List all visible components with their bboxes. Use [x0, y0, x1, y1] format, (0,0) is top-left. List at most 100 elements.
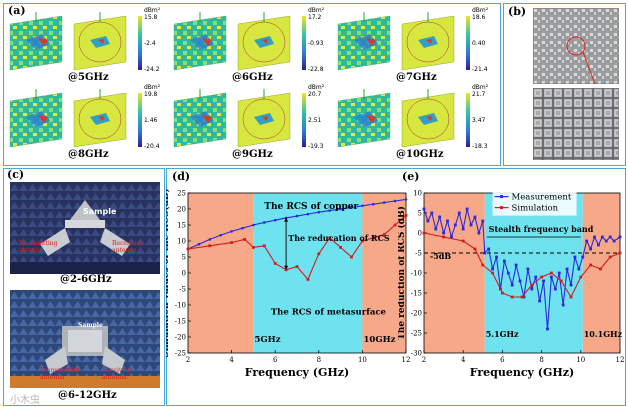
metasurface-photo-zoom [533, 88, 619, 160]
y-tick-label: 5 [418, 210, 422, 218]
colorbar-max: 19.8 [144, 91, 158, 98]
data-point [208, 244, 212, 248]
colorbar [466, 16, 470, 70]
data-point [520, 295, 524, 299]
colorbar-max: 21.7 [472, 91, 486, 98]
data-point [553, 287, 557, 291]
data-point [593, 235, 596, 239]
plot-frame [187, 192, 407, 354]
scatter-lobe [90, 113, 110, 125]
rcs-map-4 [9, 89, 142, 148]
rcs-map-6 [337, 89, 470, 148]
frequency-caption: @6GHz [232, 72, 273, 83]
data-point [328, 209, 331, 212]
data-point [506, 271, 510, 275]
colorbar [466, 93, 470, 147]
arrow-head-up [284, 217, 289, 222]
frequency-caption: @5GHz [68, 72, 109, 83]
annotation-10-1ghz: 10.1GHz [584, 329, 623, 339]
scatter-peak [366, 38, 376, 46]
data-point [219, 233, 222, 237]
data-point [453, 223, 457, 227]
data-point [350, 206, 353, 209]
panel-de-frame [166, 168, 626, 406]
annotation-5ghz: 5GHz [254, 335, 280, 345]
scatter-lobe [418, 113, 438, 125]
colorbar-max: 20.7 [308, 91, 322, 98]
data-point [561, 303, 565, 307]
scatter-peak [426, 116, 432, 121]
panel-b-label: (b) [508, 5, 527, 18]
y-tick-label: 0 [182, 270, 186, 278]
scatter-peak [202, 115, 212, 123]
data-point [263, 221, 266, 224]
x-tick-label: 10 [358, 356, 367, 364]
data-point [502, 259, 506, 263]
legend-measurement: Measurement [512, 193, 572, 203]
colorbar-unit: dBm² [308, 84, 325, 91]
frequency-caption: @9GHz [232, 149, 273, 160]
y-tick-label: -15 [411, 290, 422, 298]
data-point [550, 271, 553, 275]
legend-simulation: Simulation [512, 204, 559, 214]
data-point [522, 295, 526, 299]
y-tick-label: 10 [413, 190, 422, 198]
data-point [491, 271, 494, 275]
data-point [317, 252, 321, 256]
colorbar-mid: 1.46 [144, 117, 158, 124]
annotation-10ghz: 10GHz [363, 335, 395, 345]
panel-a-label: (a) [8, 4, 26, 17]
metasurface-photo-top [533, 8, 619, 84]
frequency-caption: @8GHz [68, 149, 109, 160]
data-point [530, 287, 534, 291]
data-point [252, 223, 255, 227]
y-tick-label: -5 [415, 250, 422, 258]
photo-caption-high-band: @6-12GHz [58, 390, 117, 401]
y-tick-label: -20 [175, 334, 186, 342]
data-point [241, 226, 244, 230]
panel-e-label: (e) [402, 170, 419, 183]
colorbar-max: 17.2 [308, 14, 322, 21]
data-point [589, 263, 592, 267]
y-tick-label: 5 [182, 254, 186, 262]
data-point [404, 214, 408, 217]
scatter-peak [426, 39, 432, 44]
data-point [585, 239, 589, 243]
scatter-peak [38, 115, 48, 123]
data-point [510, 295, 514, 299]
data-point [361, 239, 364, 243]
colorbar [302, 93, 306, 147]
y-tick-label: -25 [411, 330, 422, 338]
data-point [581, 255, 585, 259]
chart-rcs-simulation: 2 4 6 8 10 12 -25 -20 -15 -10 -5 0 5 10 15 20 25 Frequenc… [166, 170, 410, 379]
colorbar-mid: 2.51 [308, 117, 322, 124]
data-point [197, 242, 201, 246]
data-point [579, 275, 583, 279]
rcs-map-2 [173, 12, 306, 71]
data-point [495, 255, 498, 259]
data-point [510, 283, 514, 287]
data-point [542, 279, 545, 283]
panel-c-label: (c) [7, 168, 25, 181]
data-point [273, 218, 277, 222]
data-point [534, 275, 538, 279]
data-point [295, 214, 299, 218]
data-point [372, 202, 375, 206]
data-point [550, 275, 553, 279]
tx-antenna-label-2: Transmitting antenna [40, 367, 80, 381]
data-point [230, 241, 233, 244]
colorbar-mid: -0.93 [308, 40, 324, 47]
colorbar-unit: dBm² [472, 84, 489, 91]
colorbar-min: -21.4 [472, 66, 488, 73]
y-tick-label: 20 [177, 206, 186, 214]
x-tick-label: 4 [461, 356, 466, 364]
data-point [328, 236, 332, 240]
data-point [546, 327, 549, 331]
colorbar-max: 18.6 [472, 14, 486, 21]
data-point [501, 291, 504, 295]
colorbar-unit: dBm² [144, 84, 161, 91]
data-point [393, 199, 397, 203]
legend-box [492, 191, 577, 216]
data-point [514, 263, 518, 267]
